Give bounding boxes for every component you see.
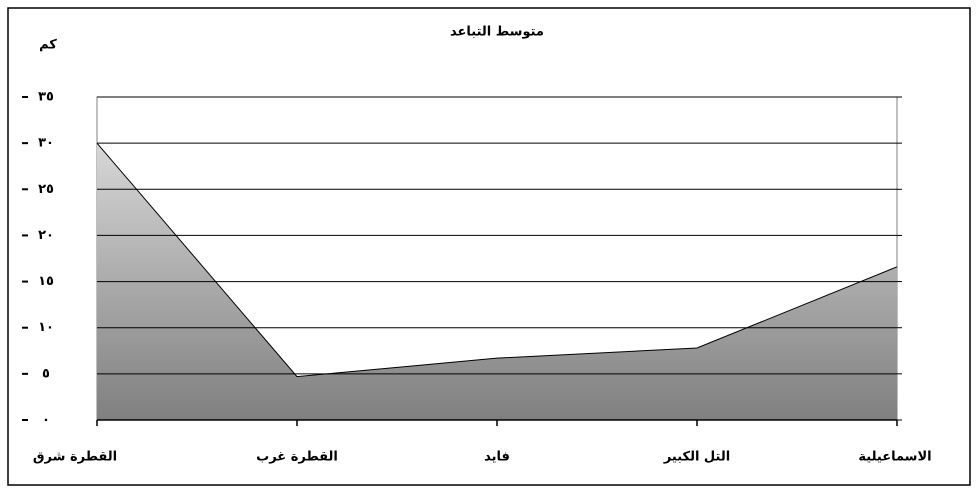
x-tick-label: القطرة شرق (33, 450, 117, 465)
y-tick-label: ٥ (42, 366, 50, 381)
y-tick-label: ٢٥ (38, 182, 54, 197)
x-tick-label: القطرة غرب (256, 450, 338, 465)
y-axis-label: كم (39, 38, 57, 53)
chart-title: متوسط التباعد (450, 25, 544, 40)
x-tick-label: فايد (484, 450, 510, 465)
area-fill (97, 143, 897, 420)
area-line (96, 142, 898, 378)
x-tick-label: الاسماعيلية (858, 450, 931, 465)
y-tick-label: ٣٠ (38, 136, 54, 151)
y-tick-label: ٣٥ (38, 90, 54, 105)
y-tick-label: ١٠ (38, 320, 54, 335)
y-tick-label: ٠ (42, 413, 50, 428)
y-tick-label: ١٥ (38, 274, 54, 289)
y-tick-label: ٢٠ (38, 228, 54, 243)
x-tick-label: التل الكبير (663, 450, 730, 465)
